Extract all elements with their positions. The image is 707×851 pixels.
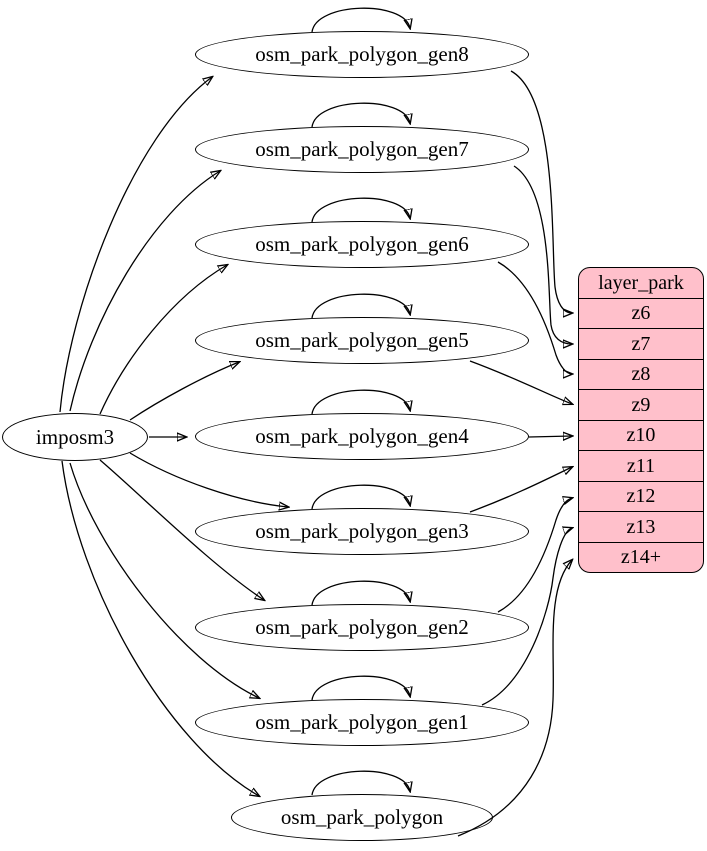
node-layer_park: layer_park z6 z7 z8 z9 z10 z11 z12 z13 z… (578, 267, 704, 573)
self-loop-osm_park_polygon_gen6 (311, 197, 410, 223)
node-osm_park_polygon_gen6: osm_park_polygon_gen6 (195, 221, 529, 268)
self-loop-osm_park_polygon_gen2 (311, 580, 410, 606)
node-osm_park_polygon_gen8: osm_park_polygon_gen8 (195, 31, 529, 78)
layer-park-row-z6: z6 (579, 297, 703, 329)
node-osm_park_polygon_gen5: osm_park_polygon_gen5 (195, 317, 529, 364)
edge-imposm3-to-osm_park_polygon_gen1 (69, 462, 259, 698)
node-imposm3: imposm3 (2, 413, 148, 461)
self-loop-osm_park_polygon (311, 770, 410, 796)
node-osm_park_polygon_gen3: osm_park_polygon_gen3 (195, 508, 529, 555)
self-loop-osm_park_polygon_gen1 (311, 675, 410, 701)
self-loop-osm_park_polygon_gen8 (311, 7, 410, 33)
node-osm_park_polygon_gen5-label: osm_park_polygon_gen5 (255, 328, 469, 352)
node-osm_park_polygon: osm_park_polygon (231, 794, 493, 841)
node-osm_park_polygon_gen3-label: osm_park_polygon_gen3 (255, 519, 469, 543)
layer-park-row-z13: z13 (579, 511, 703, 542)
layer-park-row-z12: z12 (579, 480, 703, 512)
edge-osm_park_polygon_gen7-to-z7 (513, 165, 572, 344)
node-osm_park_polygon_gen1: osm_park_polygon_gen1 (195, 699, 529, 746)
layer-park-row-z7: z7 (579, 328, 703, 359)
layer-park-row-z14: z14+ (579, 541, 703, 573)
edge-osm_park_polygon-to-z14 (457, 560, 572, 837)
node-osm_park_polygon_gen6-label: osm_park_polygon_gen6 (255, 232, 469, 256)
edge-osm_park_polygon_gen4-to-z10 (528, 436, 572, 437)
self-loop-osm_park_polygon_gen5 (311, 293, 410, 319)
layer-park-row-z8: z8 (579, 358, 703, 390)
edge-imposm3-to-osm_park_polygon_gen7 (69, 171, 220, 412)
edge-osm_park_polygon_gen5-to-z9 (469, 360, 572, 404)
self-loop-osm_park_polygon_gen3 (311, 484, 410, 510)
edge-imposm3-to-osm_park_polygon_gen8 (59, 77, 212, 413)
node-osm_park_polygon_gen4-label: osm_park_polygon_gen4 (255, 424, 469, 448)
edge-osm_park_polygon_gen3-to-z11 (469, 467, 572, 513)
node-imposm3-label: imposm3 (35, 424, 115, 449)
node-osm_park_polygon-label: osm_park_polygon (280, 805, 444, 829)
edge-osm_park_polygon_gen2-to-z12 (497, 498, 572, 613)
self-loop-osm_park_polygon_gen7 (311, 102, 410, 128)
layer-park-title: layer_park (598, 271, 684, 294)
node-osm_park_polygon_gen8-label: osm_park_polygon_gen8 (255, 42, 469, 66)
edge-osm_park_polygon_gen6-to-z8 (497, 261, 572, 374)
layer-park-row-z11: z11 (579, 450, 703, 481)
node-osm_park_polygon_gen4: osm_park_polygon_gen4 (195, 413, 529, 460)
layer-park-row-z9: z9 (579, 389, 703, 420)
node-osm_park_polygon_gen2: osm_park_polygon_gen2 (195, 604, 529, 651)
node-osm_park_polygon_gen1-label: osm_park_polygon_gen1 (255, 710, 469, 734)
edge-imposm3-to-osm_park_polygon_gen3 (129, 452, 288, 507)
node-osm_park_polygon_gen2-label: osm_park_polygon_gen2 (255, 615, 469, 639)
edge-osm_park_polygon_gen8-to-z6 (510, 70, 572, 313)
node-osm_park_polygon_gen7: osm_park_polygon_gen7 (195, 126, 529, 173)
self-loop-osm_park_polygon_gen4 (311, 389, 410, 415)
node-osm_park_polygon_gen7-label: osm_park_polygon_gen7 (255, 137, 469, 161)
edge-imposm3-to-osm_park_polygon_gen5 (129, 362, 239, 421)
layer-park-row-z10: z10 (579, 419, 703, 451)
